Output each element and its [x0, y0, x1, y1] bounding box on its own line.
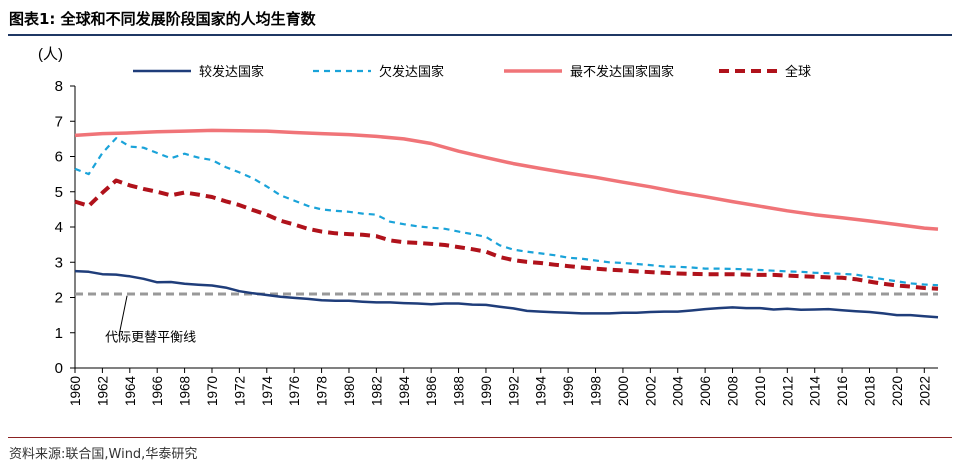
y-tick-label: 1 [55, 325, 63, 342]
x-tick-label: 1990 [479, 376, 494, 406]
y-axis-label: (人) [38, 46, 63, 63]
series-group [74, 128, 939, 319]
y-tick-label: 6 [55, 149, 63, 166]
x-tick-label: 1980 [342, 376, 357, 406]
y-tick-label: 8 [55, 78, 63, 95]
legend-label-2: 欠发达国家 [379, 64, 444, 80]
x-tick-label: 1992 [506, 376, 521, 406]
x-tick-label: 1974 [260, 376, 275, 407]
replacement-annotation: 代际更替平衡线 [105, 331, 196, 346]
series-line-2 [74, 137, 939, 287]
x-tick-label: 2022 [917, 376, 932, 406]
x-tick-label: 1978 [315, 376, 330, 406]
x-tick-label: 1970 [205, 376, 220, 406]
y-tick-label: 7 [55, 113, 63, 130]
x-tick-label: 2002 [643, 376, 658, 406]
legend: 较发达国家 欠发达国家 最不发达国家国家 全球 [133, 64, 811, 80]
line-chart: (人) 较发达国家 欠发达国家 最不发达国家国家 全球 0 1 2 3 4 5 6 7 8 1960 19… [38, 46, 939, 406]
x-tick-label: 2004 [671, 376, 686, 407]
y-tick-label: 5 [55, 184, 63, 201]
y-tick-label: 0 [55, 360, 63, 377]
x-tick-label: 1964 [123, 376, 138, 407]
source-note: 资料来源:联合国,Wind,华泰研究 [9, 447, 198, 462]
x-tick-label: 2000 [616, 376, 631, 406]
legend-label-3: 最不发达国家国家 [570, 64, 674, 80]
x-tick-label: 1966 [150, 376, 165, 406]
series-line-1 [74, 269, 939, 319]
axes: 0 1 2 3 4 5 6 7 8 1960 1962 1964 1966 1968 1970 1972 197… [55, 78, 938, 406]
footer-rule [8, 437, 952, 438]
x-tick-label: 2010 [753, 376, 768, 406]
title-rule [8, 34, 952, 36]
x-tick-label: 1994 [534, 376, 549, 407]
x-tick-label: 2018 [863, 376, 878, 406]
y-tick-label: 3 [55, 254, 63, 271]
x-tick-label: 1982 [369, 376, 384, 406]
y-tick-label: 4 [55, 219, 63, 236]
x-tick-label: 1988 [452, 376, 467, 406]
x-tick-label: 1998 [589, 376, 604, 406]
replacement-line [75, 292, 938, 337]
x-tick-label: 1986 [424, 376, 439, 406]
y-tick-label: 2 [55, 290, 63, 307]
x-tick-label: 2016 [835, 376, 850, 406]
x-tick-label: 1968 [178, 376, 193, 406]
x-tick-label: 1996 [561, 376, 576, 406]
legend-label-1: 较发达国家 [199, 64, 264, 80]
x-tick-label: 1960 [68, 376, 83, 406]
x-tick-label: 2012 [780, 376, 795, 406]
x-tick-label: 1976 [287, 376, 302, 406]
chart-title: 图表1: 全球和不同发展阶段国家的人均生育数 [9, 10, 316, 28]
x-tick-label: 2006 [698, 376, 713, 406]
x-tick-label: 2008 [726, 376, 741, 406]
annotation-pointer [118, 295, 128, 337]
series-line-4 [74, 178, 939, 291]
x-tick-label: 2020 [890, 376, 905, 406]
legend-label-4: 全球 [785, 64, 811, 80]
x-tick-label: 1962 [95, 376, 110, 406]
x-tick-label: 1984 [397, 376, 412, 407]
series-line-3 [74, 128, 939, 231]
x-tick-label: 1972 [232, 376, 247, 406]
x-tick-label: 2014 [808, 376, 823, 407]
